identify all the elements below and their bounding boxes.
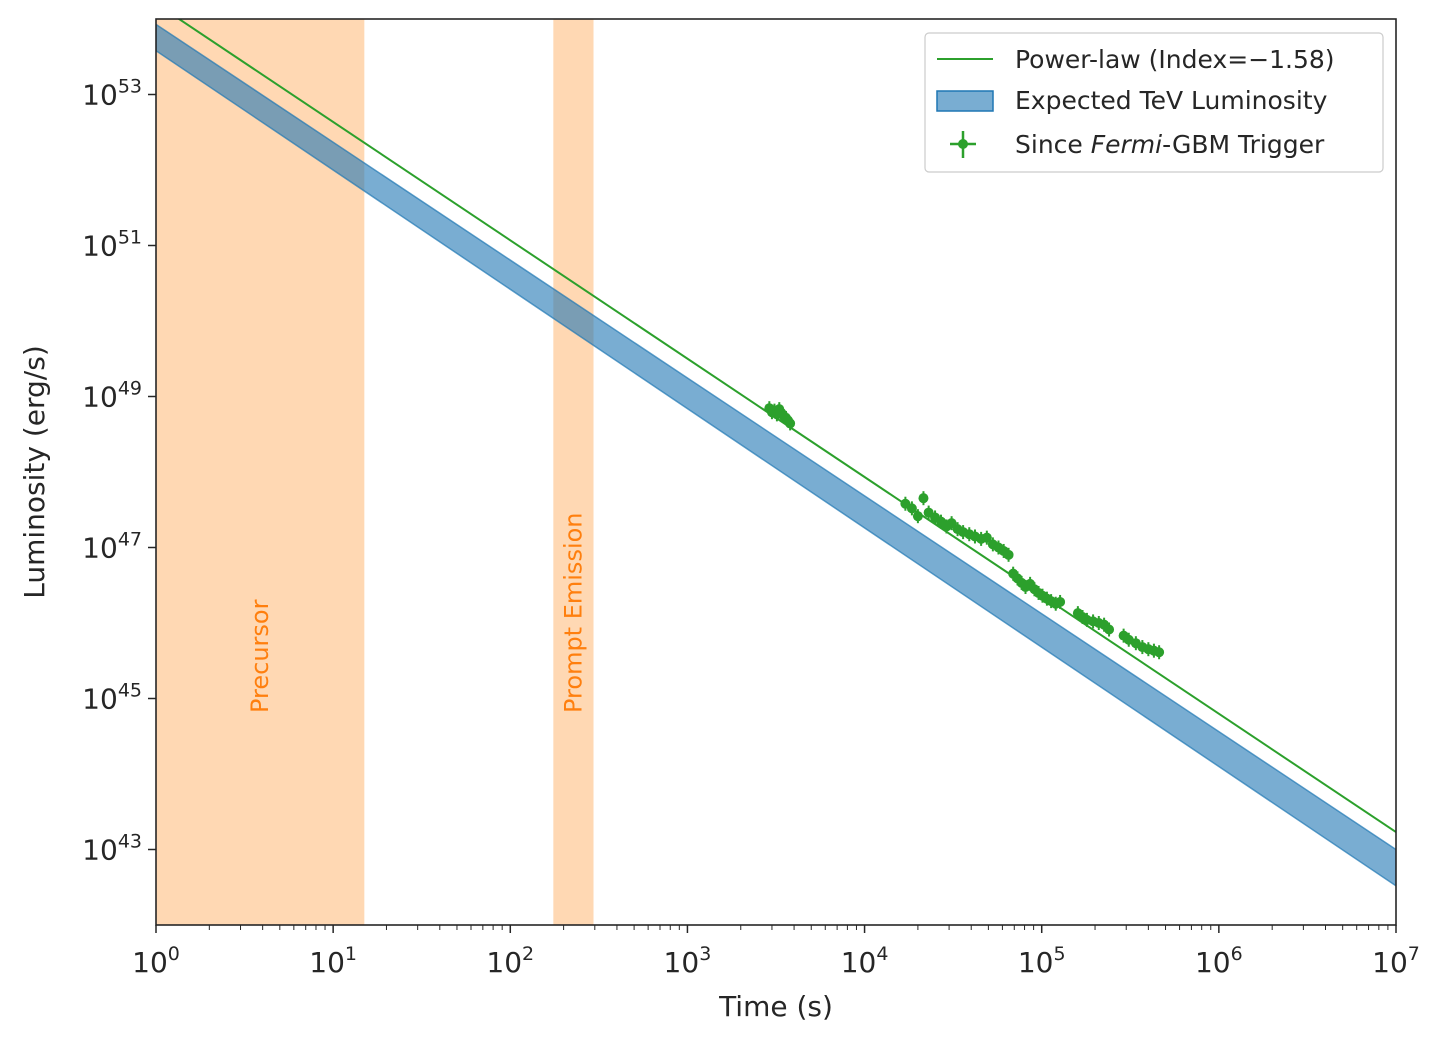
x-tick-label-6: 106 (1195, 943, 1243, 979)
y-tick-label-5: 1053 (82, 76, 142, 112)
x-tick-label-4: 104 (841, 943, 889, 979)
data-point-marker (785, 418, 796, 429)
data-point-25 (981, 530, 992, 545)
x-tick-label-5: 105 (1018, 943, 1066, 979)
tev-luminosity-band (156, 23, 1396, 887)
data-point-12 (906, 501, 917, 516)
x-axis-label: Time (s) (718, 990, 833, 1023)
x-axis: 100 101 102 103 104 105 106 107 (132, 925, 1420, 979)
data-point-55 (1154, 645, 1165, 660)
data-point-marker (981, 532, 992, 543)
legend-band-swatch (936, 90, 994, 112)
legend-box (924, 32, 1384, 173)
data-point-marker (912, 511, 923, 522)
data-point-13 (912, 509, 923, 524)
shaded-region-label-1: Precursor (246, 599, 274, 713)
data-point-41 (1055, 594, 1066, 609)
data-point-marker (918, 493, 929, 504)
y-tick-label-4: 1051 (82, 227, 142, 263)
y-tick-label-1: 1045 (82, 680, 142, 716)
data-point-10 (785, 416, 796, 431)
x-tick-label-3: 103 (664, 943, 712, 979)
tev-luminosity-band-layer (156, 23, 1396, 887)
y-tick-label-0: 1043 (82, 831, 142, 867)
y-tick-label-3: 1049 (82, 378, 142, 414)
legend-band-label: Expected TeV Luminosity (1015, 86, 1328, 115)
shaded-region-2 (553, 19, 594, 925)
legend-data-label: Since Fermi-GBM Trigger (1015, 130, 1325, 159)
x-tick-label-0: 100 (132, 943, 180, 979)
data-point-marker (1104, 624, 1115, 635)
y-axis: 1043 1045 1047 1049 1051 1053 (82, 76, 156, 867)
shaded-regions (156, 19, 594, 925)
region-labels: Precursor Prompt Emission (246, 512, 587, 713)
x-tick-label-1: 101 (309, 943, 357, 979)
x-tick-label-2: 102 (486, 943, 534, 979)
shaded-region-label-2: Prompt Emission (559, 512, 587, 713)
legend-powerlaw-label: Power-law (Index=−1.58) (1015, 45, 1335, 74)
x-tick-label-7: 107 (1372, 943, 1420, 979)
shaded-region-1 (156, 19, 365, 925)
legend: Power-law (Index=−1.58) Expected TeV Lum… (924, 32, 1384, 173)
data-point-14 (918, 491, 929, 506)
legend-data-swatch (950, 131, 976, 158)
data-points-layer (764, 401, 1165, 660)
data-point-marker (1003, 549, 1014, 560)
data-point-48 (1104, 622, 1115, 637)
data-point-29 (1003, 547, 1014, 562)
y-tick-label-2: 1047 (82, 529, 142, 565)
data-point-marker (1055, 596, 1066, 607)
data-point-marker (1154, 647, 1165, 658)
data-point-marker (906, 503, 917, 514)
plot-frame (155, 18, 1397, 926)
y-axis-label: Luminosity (erg/s) (18, 345, 51, 599)
